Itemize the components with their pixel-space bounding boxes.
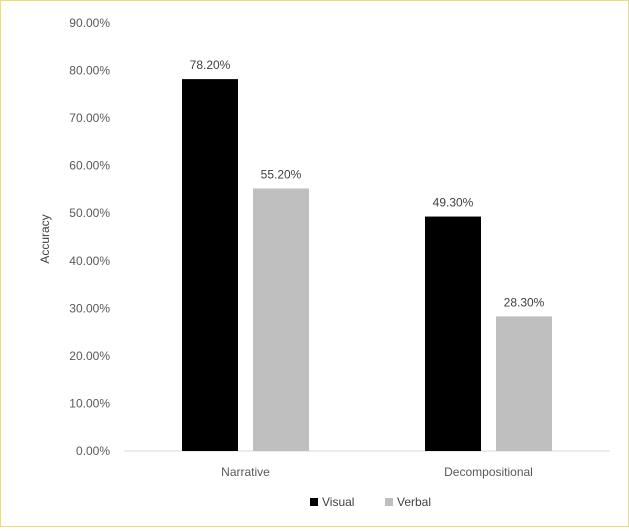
legend-swatch-visual bbox=[310, 498, 318, 506]
x-category-label: Decompositional bbox=[444, 465, 533, 479]
bar-verbal-decompositional bbox=[496, 316, 552, 451]
y-tick-label: 70.00% bbox=[69, 111, 110, 125]
legend: Visual Verbal bbox=[310, 495, 431, 509]
y-axis-ticks: 0.00% 10.00% 20.00% 30.00% 40.00% 50.00% 60.00… bbox=[69, 16, 110, 458]
x-category-label: Narrative bbox=[221, 465, 270, 479]
data-label: 49.30% bbox=[433, 196, 474, 210]
y-tick-label: 0.00% bbox=[76, 444, 110, 458]
y-tick-label: 40.00% bbox=[69, 254, 110, 268]
bars bbox=[182, 79, 552, 452]
bar-visual-narrative bbox=[182, 79, 238, 452]
y-tick-label: 20.00% bbox=[69, 349, 110, 363]
x-axis-categories: Narrative Decompositional bbox=[221, 465, 533, 479]
bar-visual-decompositional bbox=[425, 216, 481, 451]
bar-verbal-narrative bbox=[253, 188, 309, 451]
data-label: 78.20% bbox=[190, 58, 231, 72]
y-tick-label: 30.00% bbox=[69, 301, 110, 315]
y-axis-title: Accuracy bbox=[38, 214, 52, 263]
data-labels: 78.20% 55.20% 49.30% 28.30% bbox=[190, 58, 545, 309]
legend-label: Visual bbox=[322, 495, 354, 509]
legend-swatch-verbal bbox=[385, 498, 393, 506]
y-tick-label: 10.00% bbox=[69, 396, 110, 410]
y-tick-label: 50.00% bbox=[69, 206, 110, 220]
y-tick-label: 80.00% bbox=[69, 64, 110, 78]
legend-label: Verbal bbox=[397, 495, 431, 509]
data-label: 28.30% bbox=[504, 295, 545, 309]
y-tick-label: 60.00% bbox=[69, 159, 110, 173]
data-label: 55.20% bbox=[261, 167, 302, 181]
y-tick-label: 90.00% bbox=[69, 16, 110, 30]
